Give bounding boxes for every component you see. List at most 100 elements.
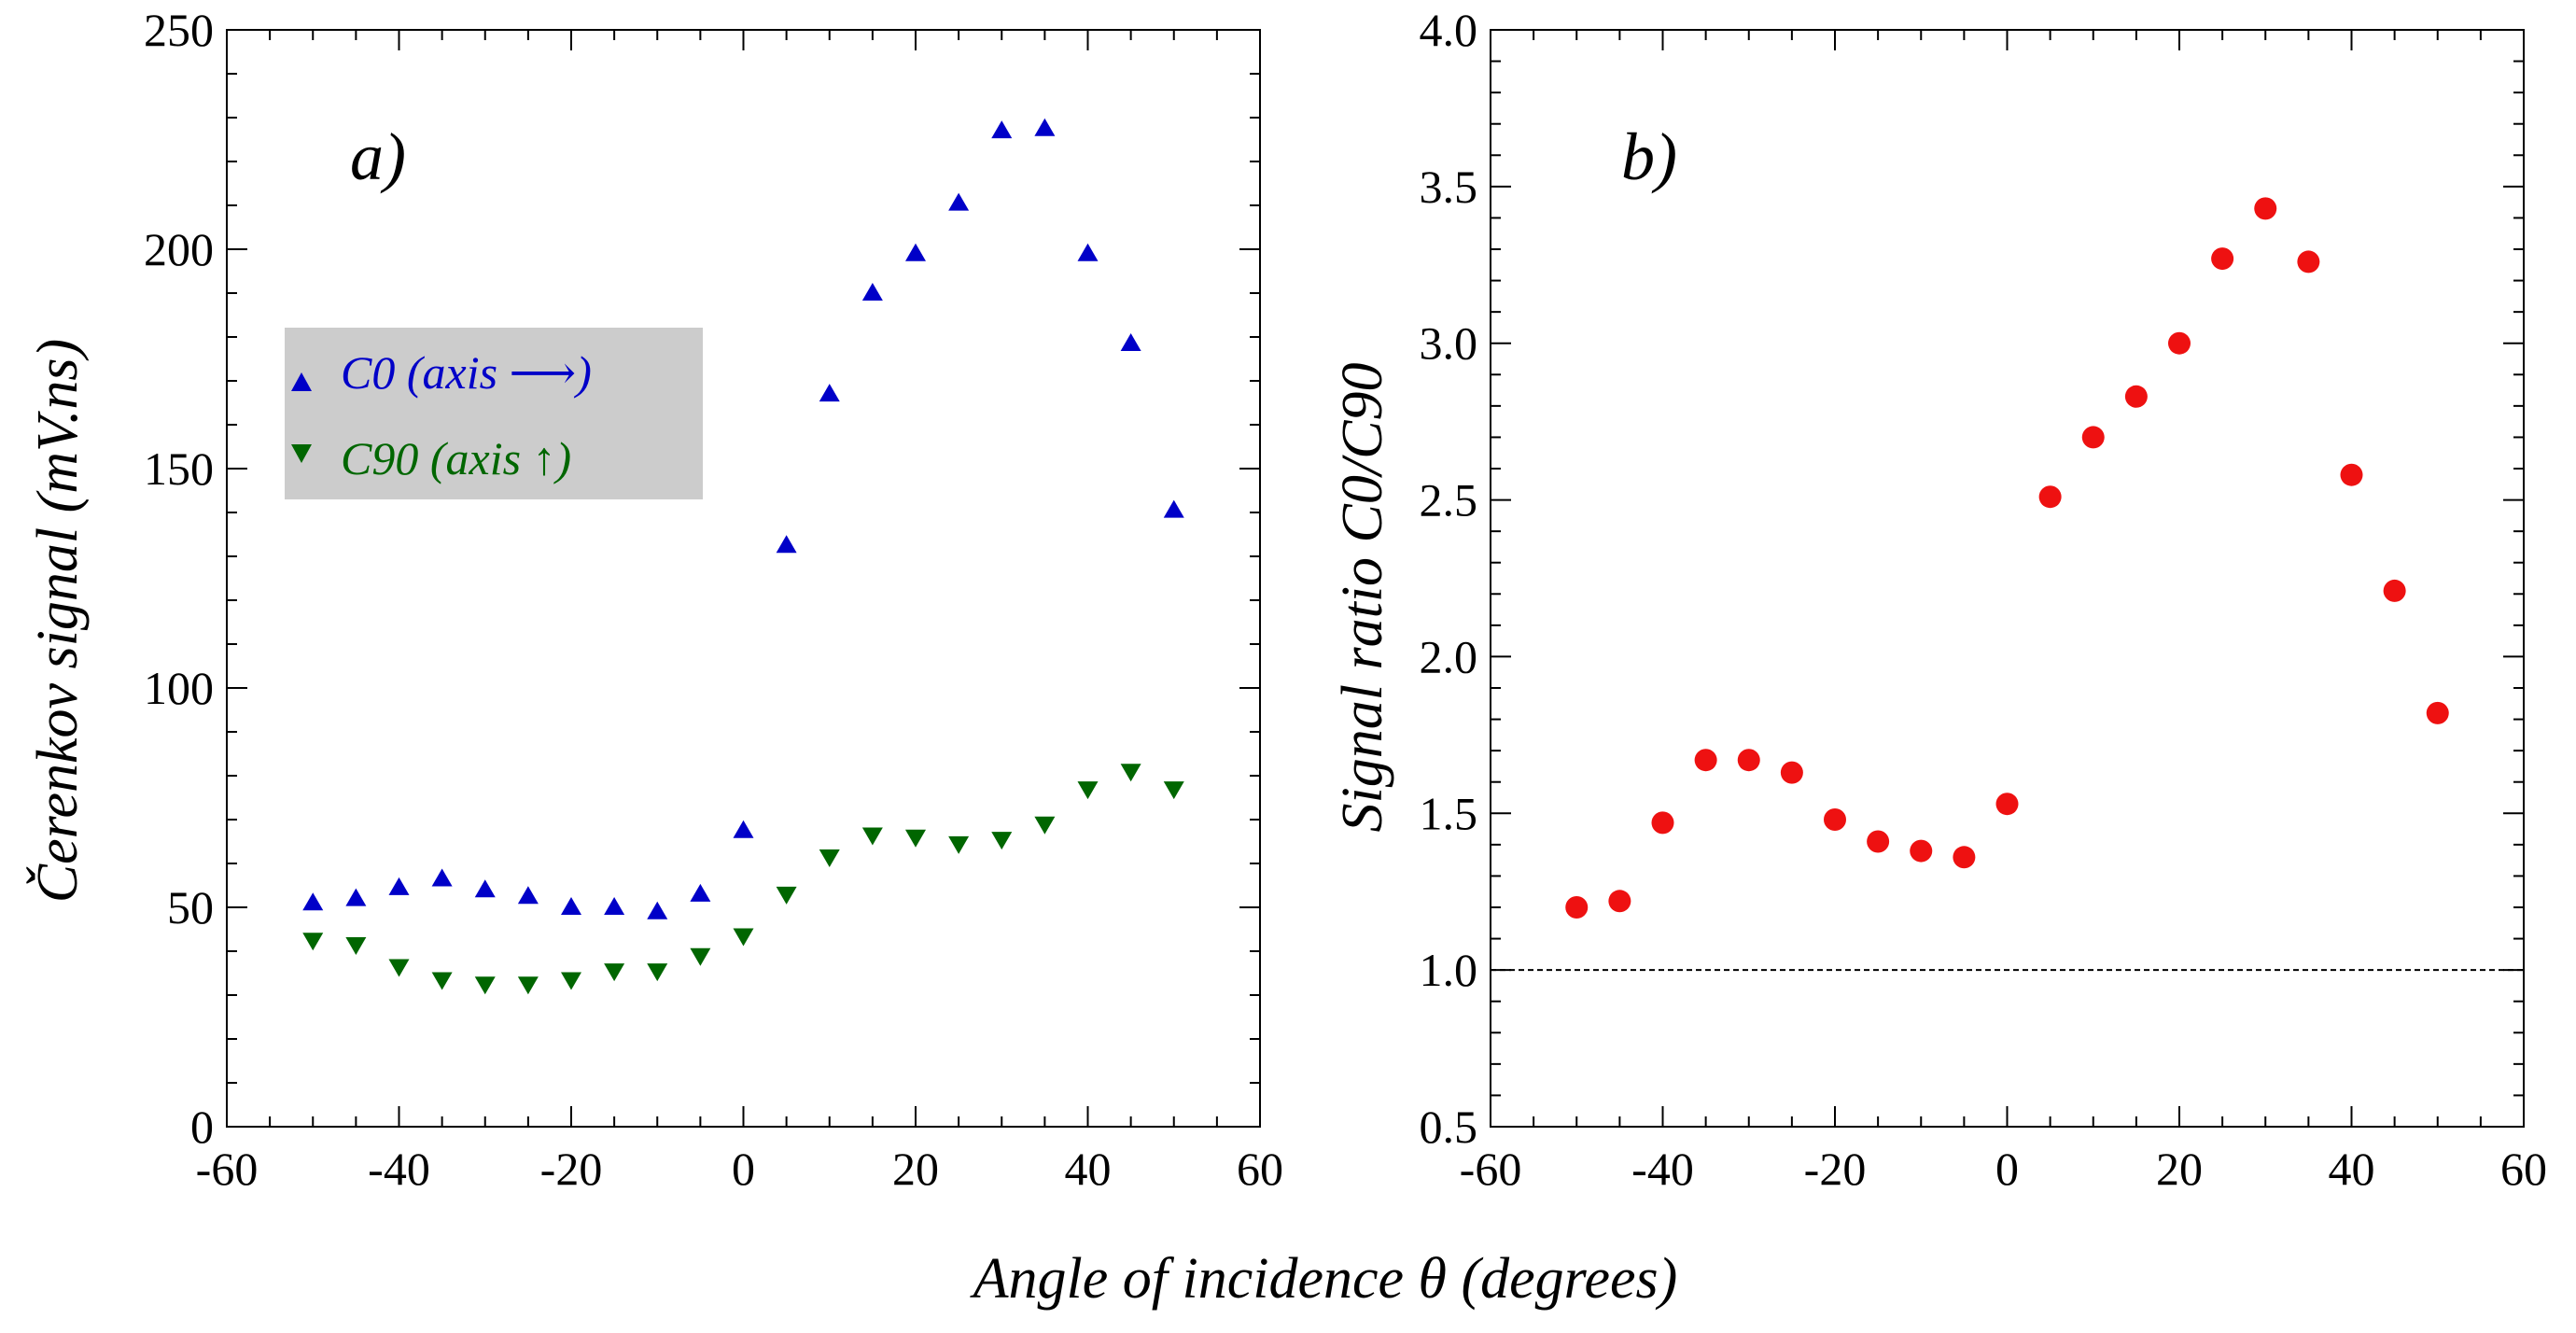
data-point [948,192,970,211]
panel-label-a: a) [350,119,406,194]
data-point [517,886,539,905]
data-point [1120,764,1141,782]
data-point [1780,761,1803,784]
data-point [2168,331,2191,355]
x-tick-label: 40 [1065,1143,1112,1195]
data-point [2081,426,2105,449]
data-point [1910,839,1933,863]
data-point [302,933,324,951]
data-point [604,963,625,982]
data-point [517,976,539,995]
data-point [1120,333,1141,352]
data-point [647,963,668,982]
y-tick-label: 2.0 [1420,630,1478,682]
data-point [776,886,797,905]
x-axis-label: Angle of incidence θ (degrees) [970,1247,1678,1311]
y-tick-label: 200 [144,223,214,275]
panel-b-chart: b) Signal ratio C0/C90 -60 -40 -20 0 20 40 60 0… [1331,4,2547,1195]
y-tick-label: 100 [144,662,214,714]
x-tick-label: 20 [2156,1143,2203,1195]
data-point [388,877,410,895]
data-point [1034,118,1056,136]
legend-label-c0: C0 (axis ⟶) [341,346,592,399]
data-point [690,947,711,966]
data-point [1034,816,1056,835]
y-tick-label: 250 [144,4,214,56]
legend-marker-c0 [291,372,312,391]
y-tick-label: 0 [190,1101,214,1153]
data-point [2038,485,2062,509]
data-point [302,892,324,911]
legend-marker-c90 [291,444,312,463]
data-point [819,849,840,867]
data-point [1995,793,2019,816]
y-tick-label: 3.0 [1420,317,1478,370]
data-point [861,283,883,301]
x-tick-label: -20 [540,1143,603,1195]
data-point [388,959,410,977]
y-tick-label: 50 [167,881,214,933]
data-point [819,384,840,402]
data-point [561,972,581,990]
data-point [861,827,883,846]
data-point [991,120,1013,139]
x-tick-label: -60 [196,1143,259,1195]
data-point [345,888,367,906]
data-point [431,972,453,990]
y-axis-label-a: Čerenkov signal (mV.ns) [26,339,90,903]
data-point [2297,250,2320,274]
data-point [1824,808,1846,831]
data-point [1651,811,1674,835]
series-0 [1565,197,2449,919]
x-tick-label: 20 [892,1143,939,1195]
x-tick-label: -60 [1460,1143,1522,1195]
data-point [1163,499,1184,518]
data-point [1163,781,1184,800]
legend-label-c90: C90 (axis ↑) [341,432,571,484]
series-0 [302,118,1184,919]
x-tick-label: 0 [732,1143,755,1195]
panel-a-chart: C0 (axis ⟶) C90 (axis ↑) a) Čerenkov sig… [26,4,1283,1195]
y-tick-label: 0.5 [1420,1101,1478,1153]
data-point [2124,385,2148,408]
data-point [2340,463,2363,486]
data-point [345,936,367,955]
panel-label-b: b) [1621,119,1677,194]
data-point [905,243,926,261]
data-point [1737,749,1760,772]
data-point [905,829,926,848]
data-point [1077,243,1099,261]
data-point [1565,896,1589,919]
y-tick-label: 1.0 [1420,944,1478,996]
data-point [1608,890,1631,913]
data-point [474,976,496,995]
data-point [1077,781,1099,800]
data-point [647,901,668,919]
y-tick-label: 1.5 [1420,787,1478,839]
data-point [948,835,970,854]
data-point [1953,846,1976,869]
data-point [776,535,797,554]
data-point [604,897,625,915]
x-tick-label: 60 [2500,1143,2547,1195]
x-tick-label: -40 [1631,1143,1694,1195]
y-tick-label: 150 [144,442,214,495]
data-point [561,897,581,915]
y-tick-label: 2.5 [1420,474,1478,526]
x-tick-label: -20 [1804,1143,1867,1195]
data-point [733,820,754,838]
x-tick-label: 60 [1237,1143,1283,1195]
data-point [2426,701,2449,724]
y-tick-label: 4.0 [1420,4,1478,56]
data-point [733,928,754,947]
y-tick-label: 3.5 [1420,161,1478,213]
data-point [431,868,453,887]
data-point [2254,197,2277,220]
y-axis-label-b: Signal ratio C0/C90 [1331,363,1394,833]
legend: C0 (axis ⟶) C90 (axis ↑) [285,328,703,499]
data-point [690,883,711,902]
data-point [474,879,496,898]
x-tick-label: 0 [1995,1143,2019,1195]
